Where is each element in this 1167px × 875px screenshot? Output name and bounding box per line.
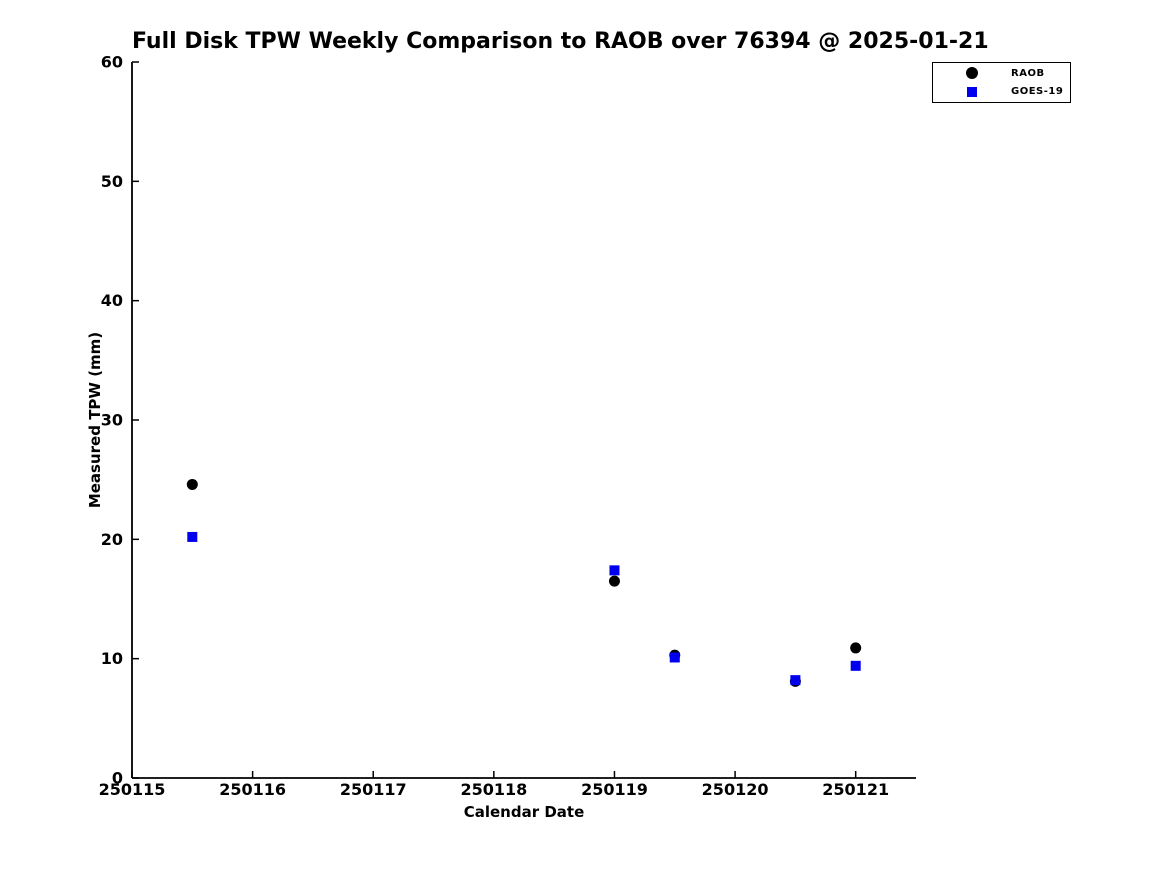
legend-label-raob: RAOB [1011, 67, 1045, 79]
x-tick-label: 250115 [99, 780, 166, 799]
goes19-point [850, 660, 861, 671]
raob-circle-icon [966, 67, 978, 80]
y-tick-label: 10 [101, 649, 123, 668]
chart-title: Full Disk TPW Weekly Comparison to RAOB … [132, 29, 989, 54]
legend-marker-cell [933, 67, 1011, 80]
y-tick-label: 40 [101, 291, 123, 310]
x-tick-label: 250120 [702, 780, 769, 799]
raob-point [186, 478, 198, 490]
y-tick-label: 50 [101, 172, 123, 191]
x-tick-label: 250118 [460, 780, 527, 799]
y-axis-label: Measured TPW (mm) [86, 331, 104, 509]
goes19-point [609, 565, 620, 576]
raob-point [850, 642, 862, 654]
y-tick-label: 20 [101, 530, 123, 549]
y-tick-label: 30 [101, 411, 123, 430]
legend: RAOB GOES-19 [932, 62, 1071, 103]
y-tick-label: 0 [112, 769, 123, 788]
x-tick-label: 250117 [340, 780, 407, 799]
x-tick-label: 250121 [822, 780, 889, 799]
raob-point [608, 575, 620, 587]
x-tick-label: 250119 [581, 780, 648, 799]
goes19-point [669, 652, 680, 663]
legend-item-raob: RAOB [933, 65, 1070, 81]
legend-label-goes19: GOES-19 [1011, 86, 1064, 98]
x-axis-label: Calendar Date [463, 803, 585, 821]
legend-item-goes19: GOES-19 [933, 84, 1070, 100]
x-tick-label: 250116 [219, 780, 286, 799]
y-tick-label: 60 [101, 53, 123, 72]
legend-marker-cell [933, 86, 1011, 97]
goes19-square-icon [967, 86, 977, 97]
goes19-point [790, 675, 801, 686]
goes19-point [187, 531, 198, 542]
